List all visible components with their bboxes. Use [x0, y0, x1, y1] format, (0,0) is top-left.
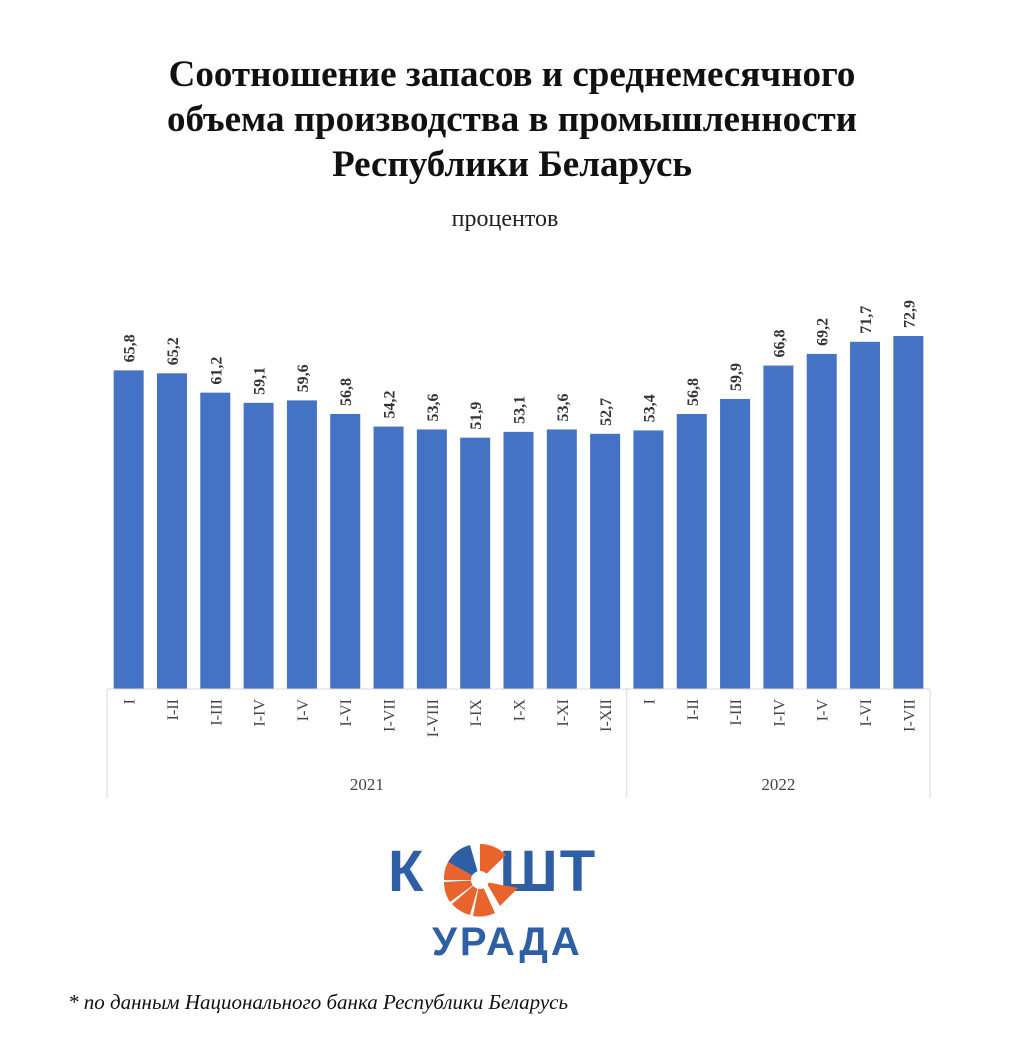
bar: [676, 413, 707, 689]
x-tick-label: I-III: [728, 699, 745, 726]
data-label: 51,9: [468, 402, 485, 430]
bar: [330, 413, 361, 689]
data-label: 61,2: [208, 357, 225, 385]
data-label: 59,1: [252, 367, 269, 395]
bar: [113, 370, 144, 689]
bar: [720, 398, 751, 689]
bar: [633, 430, 664, 689]
title-line: Соотношение запасов и среднемесячного: [168, 54, 856, 95]
data-label: 59,9: [728, 363, 745, 391]
x-tick-label: I-VI: [338, 699, 355, 727]
bar: [546, 429, 577, 689]
x-tick-label: I-VIII: [425, 699, 442, 737]
bar: [460, 437, 491, 689]
group-label: 2022: [761, 775, 795, 794]
title-line: Республики Беларусь: [332, 144, 692, 185]
bar: [763, 365, 794, 689]
data-label: 65,2: [165, 337, 182, 365]
bar: [156, 373, 187, 689]
data-label: 53,6: [425, 393, 442, 421]
group-label: 2021: [350, 775, 384, 794]
data-label: 53,4: [641, 394, 658, 422]
logo-bottom-text: УРАДА: [432, 920, 583, 964]
bar-chart: 65,8I65,2I-II61,2I-III59,1I-IV59,6I-V56,…: [106, 300, 931, 798]
x-tick-label: I-IV: [252, 699, 269, 727]
data-label: 65,8: [122, 334, 139, 362]
chart-title: Соотношение запасов и среднемесячного об…: [0, 52, 1024, 187]
orange-wheel-icon: [443, 843, 518, 917]
data-label: 53,1: [512, 396, 529, 424]
bar: [286, 400, 317, 689]
data-label: 71,7: [858, 306, 875, 334]
x-tick-label: I: [641, 699, 658, 704]
bar: [243, 402, 274, 689]
bar: [200, 392, 231, 689]
data-label: 56,8: [338, 378, 355, 406]
x-tick-label: I-V: [295, 699, 312, 722]
x-tick-label: I-IX: [468, 699, 485, 727]
bar: [590, 433, 621, 689]
bar: [416, 429, 447, 689]
data-label: 54,2: [382, 391, 399, 419]
data-label: 53,6: [555, 393, 572, 421]
data-label: 69,2: [815, 318, 832, 346]
bar: [893, 336, 924, 689]
bar: [373, 426, 404, 689]
data-label: 72,9: [901, 300, 918, 328]
x-tick-label: I-XII: [598, 699, 615, 732]
x-tick-label: I-VI: [858, 699, 875, 727]
x-tick-label: I-X: [512, 699, 529, 722]
data-label: 59,6: [295, 364, 312, 392]
x-tick-label: I-II: [685, 699, 702, 720]
logo: К ШТ УРАДА: [380, 838, 660, 978]
data-label: 66,8: [771, 330, 788, 358]
data-label: 52,7: [598, 398, 615, 426]
title-line: объема производства в промышленности: [166, 99, 858, 140]
data-label: 56,8: [685, 378, 702, 406]
logo-top-text: К ШТ: [388, 839, 598, 904]
x-tick-label: I-VII: [901, 699, 918, 732]
bar: [850, 341, 881, 689]
x-tick-label: I: [122, 699, 139, 704]
x-tick-label: I-II: [165, 699, 182, 720]
footnote: * по данным Национального банка Республи…: [68, 990, 569, 1014]
x-tick-label: I-IV: [771, 699, 788, 727]
bar: [503, 431, 534, 689]
chart-subtitle: процентов: [451, 206, 559, 232]
x-tick-label: I-XI: [555, 699, 572, 727]
x-tick-label: I-III: [208, 699, 225, 726]
x-tick-label: I-VII: [382, 699, 399, 732]
x-tick-label: I-V: [815, 699, 832, 722]
bar: [806, 353, 837, 689]
